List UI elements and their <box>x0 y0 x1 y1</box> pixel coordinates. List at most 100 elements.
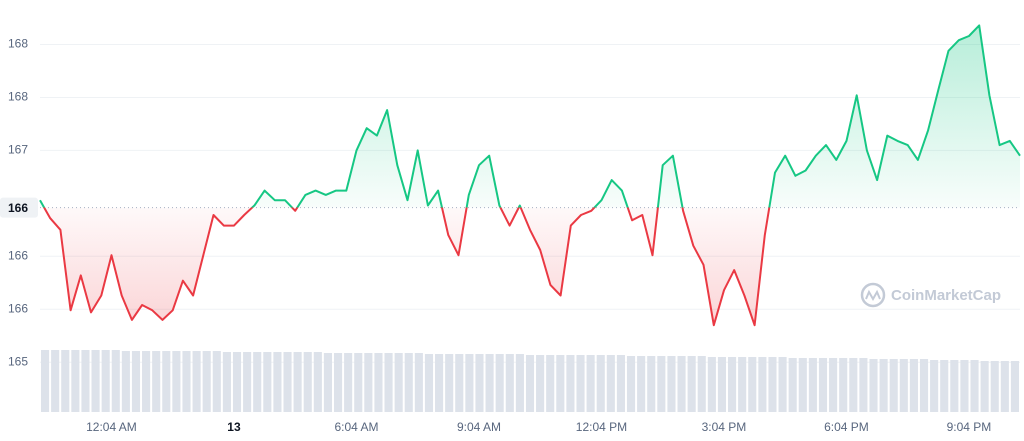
volume-bar <box>626 356 636 412</box>
volume-bar <box>788 358 797 412</box>
volume-bar <box>869 359 878 412</box>
volume-bar <box>818 358 828 412</box>
volume-bar <box>364 353 373 412</box>
volume-bar <box>536 355 545 412</box>
volume-bar <box>91 350 100 412</box>
x-tick-label: 9:04 PM <box>947 420 992 434</box>
volume-bar <box>414 353 423 412</box>
volume-bar <box>1010 361 1019 412</box>
y-tick-label: 166 <box>8 248 28 262</box>
volume-bar <box>71 350 80 412</box>
y-tick-label: 167 <box>8 143 28 157</box>
volume-bar <box>202 351 211 412</box>
volume-bar <box>980 361 989 412</box>
volume-bar <box>738 357 747 412</box>
y-tick-label: 168 <box>8 37 28 51</box>
volume-bar <box>313 352 322 412</box>
volume-bar <box>435 354 444 412</box>
volume-bar <box>748 357 757 412</box>
price-line <box>39 24 1021 327</box>
y-tick-label: 168 <box>8 90 28 104</box>
volume-bar <box>546 355 555 412</box>
y-tick-label: 165 <box>8 354 28 368</box>
volume-bar <box>829 358 838 412</box>
volume-bar <box>606 355 615 412</box>
volume-bar <box>505 354 514 412</box>
volume-bar <box>253 352 262 412</box>
volume-bar <box>940 360 949 412</box>
volume-bar <box>394 353 403 412</box>
volume-bar <box>990 361 999 412</box>
volume-bar <box>222 352 231 412</box>
volume-bar <box>849 358 858 412</box>
volume-bar <box>333 353 343 412</box>
volume-bar <box>344 353 353 412</box>
volume-bar <box>303 352 312 412</box>
x-tick-label: 6:04 PM <box>824 420 869 434</box>
volume-bar <box>424 354 434 412</box>
volume-bar <box>717 357 727 412</box>
volume-bar <box>152 351 161 412</box>
volume-bar <box>485 354 494 412</box>
volume-bar <box>586 355 595 412</box>
volume-bar <box>192 351 201 412</box>
volume-bar <box>677 356 686 412</box>
volume-bar <box>121 351 130 412</box>
volume-bar <box>768 357 777 412</box>
volume-bar <box>889 359 898 412</box>
volume-bar <box>263 352 272 412</box>
baseline-label: 166 <box>8 201 28 215</box>
volume-bar <box>687 356 696 412</box>
volume-bar <box>41 350 50 412</box>
x-tick-label: 3:04 PM <box>702 420 747 434</box>
volume-bar <box>657 356 666 412</box>
volume-bar <box>919 359 929 412</box>
watermark: CoinMarketCap <box>891 287 1001 304</box>
volume-bar <box>556 355 565 412</box>
volume-bar <box>697 356 706 412</box>
volume-bar <box>475 354 484 412</box>
volume-bar <box>707 357 716 412</box>
volume-bar <box>81 350 90 412</box>
volume-bar <box>182 351 191 412</box>
volume-bar <box>950 360 959 412</box>
volume-bar <box>384 353 393 412</box>
volume-bar <box>667 356 676 412</box>
volume-bar <box>859 358 868 412</box>
volume-bar <box>808 358 817 412</box>
volume-bar <box>909 359 918 412</box>
volume-bar <box>404 353 413 412</box>
volume-bar <box>445 354 454 412</box>
volume-bar <box>273 352 282 412</box>
volume-bar <box>162 351 171 412</box>
volume-bar <box>51 350 60 412</box>
volume-bar <box>455 354 464 412</box>
volume-bar <box>465 354 474 412</box>
volume-bar <box>131 351 141 412</box>
volume-bar <box>879 359 888 412</box>
y-tick-label: 166 <box>8 301 28 315</box>
volume-bar <box>637 356 646 412</box>
volume-bar <box>576 355 585 412</box>
volume-bar <box>111 350 120 412</box>
baseline-label-bg <box>0 197 38 218</box>
volume-bar <box>647 356 656 412</box>
x-tick-label: 12:04 PM <box>576 420 627 434</box>
volume-bar <box>61 350 70 412</box>
volume-bar <box>323 353 332 412</box>
volume-bar <box>798 358 807 412</box>
volume-bar <box>243 352 252 412</box>
volume-bar <box>960 360 969 412</box>
volume-bar <box>778 357 787 412</box>
volume-bar <box>495 354 504 412</box>
volume-bar <box>1000 361 1009 412</box>
volume-bar <box>596 355 605 412</box>
x-tick-label: 9:04 AM <box>457 420 501 434</box>
volume-bar <box>283 352 292 412</box>
volume-bar <box>899 359 908 412</box>
volume-bar <box>970 360 979 412</box>
volume-bar <box>515 354 524 412</box>
x-tick-label: 13 <box>227 420 241 434</box>
